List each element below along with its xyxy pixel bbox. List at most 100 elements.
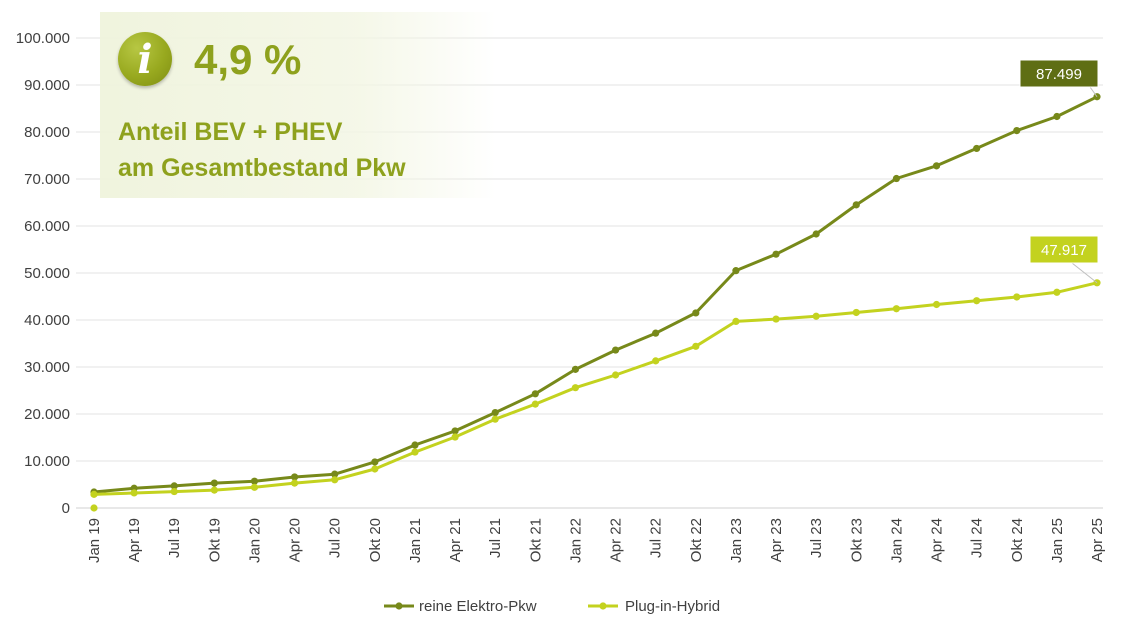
callout-box: [1019, 59, 1099, 88]
x-tick-label: Okt 19: [206, 518, 223, 562]
share-label-line-1: Anteil BEV + PHEV: [118, 118, 343, 146]
legend-item-reine-elektro-pkw: reine Elektro-Pkw: [384, 598, 537, 615]
data-point: [892, 174, 901, 183]
y-tick-label: 10.000: [24, 453, 70, 470]
data-point: [331, 476, 339, 484]
data-point: [732, 317, 740, 326]
info-box: i 4,9 % Anteil BEV + PHEV am Gesamtbesta…: [100, 12, 496, 198]
x-tick-label: Jan 20: [246, 518, 263, 563]
y-tick-label: 90.000: [24, 77, 70, 94]
series-group: [90, 93, 1101, 512]
x-tick-label: Okt 21: [527, 518, 544, 562]
data-point: [250, 477, 259, 485]
data-point: [210, 486, 218, 494]
data-point: [250, 483, 259, 491]
data-point: [451, 433, 459, 441]
x-tick-label: Apr 23: [768, 518, 785, 562]
data-point: [652, 329, 660, 337]
end-value-callouts: 87.499 47.917: [1019, 59, 1099, 284]
data-point: [892, 305, 901, 313]
data-point: [932, 162, 941, 170]
data-point: [130, 489, 138, 497]
data-point: [852, 308, 860, 317]
data-point: [451, 427, 459, 435]
x-tick-label: Jul 20: [327, 518, 344, 558]
data-point: [491, 408, 499, 417]
x-tick-label: Jan 22: [567, 518, 584, 563]
data-point: [652, 357, 660, 365]
y-axis-ticks: 0 10.000 20.000 30.000 40.000 50.000 60.000 70.…: [16, 30, 70, 517]
data-point: [491, 415, 499, 423]
data-point: [371, 458, 379, 466]
share-value: 4,9 %: [194, 36, 302, 83]
series-plug-in-hybrid: [90, 279, 1101, 512]
data-point: [1053, 112, 1061, 121]
data-point: [411, 448, 419, 456]
data-point: [90, 490, 98, 498]
x-tick-label: Apr 22: [608, 518, 625, 562]
x-tick-label: Jan 24: [888, 518, 905, 563]
x-tick-label: Jul 19: [166, 518, 183, 558]
data-point: [772, 315, 780, 323]
data-point: [611, 371, 620, 379]
share-label-line-2: am Gesamtbestand Pkw: [118, 154, 406, 182]
callout-leader: [1089, 86, 1098, 98]
y-tick-label: 0: [62, 500, 70, 517]
legend-label: reine Elektro-Pkw: [419, 598, 537, 615]
series-line: [92, 281, 1099, 496]
y-tick-label: 50.000: [24, 265, 70, 282]
y-tick-label: 80.000: [24, 124, 70, 141]
data-point: [210, 479, 218, 487]
y-tick-label: 20.000: [24, 406, 70, 423]
callout-value: 87.499: [1036, 66, 1082, 83]
data-point: [692, 309, 700, 317]
data-point: [692, 342, 700, 350]
x-tick-label: Okt 23: [848, 518, 865, 562]
x-tick-label: Jul 21: [487, 518, 504, 558]
legend: reine Elektro-Pkw Plug-in-Hybrid: [384, 598, 720, 615]
series-line: [92, 95, 1099, 494]
x-tick-label: Okt 20: [367, 518, 384, 562]
x-tick-label: Jul 23: [808, 518, 825, 558]
y-tick-label: 30.000: [24, 359, 70, 376]
callout-box: [1029, 235, 1099, 264]
data-point: [90, 504, 98, 512]
data-point: [1013, 126, 1021, 135]
legend-swatch-marker: [395, 602, 403, 610]
legend-item-plug-in-hybrid: Plug-in-Hybrid: [588, 598, 720, 615]
legend-swatch-marker: [599, 602, 607, 610]
y-tick-label: 100.000: [16, 30, 70, 47]
callout-reine-elektro-pkw: 87.499: [1019, 59, 1099, 98]
data-point: [571, 384, 580, 392]
data-point: [973, 144, 981, 153]
data-point: [291, 479, 299, 487]
data-point: [1013, 293, 1021, 301]
x-tick-label: Apr 24: [929, 518, 946, 562]
y-tick-label: 60.000: [24, 218, 70, 235]
data-point: [170, 487, 178, 496]
data-point: [371, 465, 379, 473]
data-point: [170, 482, 178, 490]
x-tick-label: Jan 19: [86, 518, 103, 563]
data-point: [973, 297, 981, 305]
x-tick-label: Jul 22: [648, 518, 665, 558]
x-tick-label: Apr 25: [1089, 518, 1106, 562]
callout-value: 47.917: [1041, 242, 1087, 259]
data-point: [1053, 288, 1061, 296]
data-point: [331, 470, 339, 478]
x-axis-ticks: Jan 19 Apr 19 Jul 19 Okt 19 Jan 20 Apr 20 Jul …: [86, 518, 1106, 563]
callout-leader: [1071, 262, 1098, 284]
data-point: [812, 230, 820, 238]
x-tick-label: Okt 22: [688, 518, 705, 562]
y-tick-label: 70.000: [24, 171, 70, 188]
data-point: [611, 346, 620, 354]
x-tick-label: Apr 19: [126, 518, 143, 562]
legend-label: Plug-in-Hybrid: [625, 598, 720, 615]
y-tick-label: 40.000: [24, 312, 70, 329]
x-tick-label: Apr 20: [287, 518, 304, 562]
data-point: [812, 312, 820, 320]
x-tick-label: Jan 23: [728, 518, 745, 563]
callout-plug-in-hybrid: 47.917: [1029, 235, 1099, 284]
data-point: [772, 250, 780, 258]
